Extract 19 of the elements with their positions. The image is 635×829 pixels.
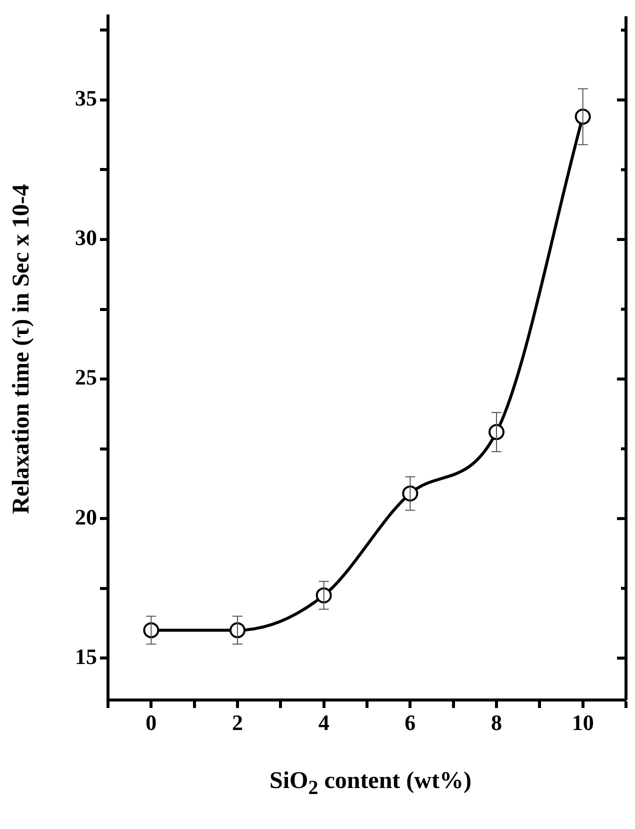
y-tick-label: 35 [75, 86, 97, 111]
y-tick-label: 30 [75, 225, 97, 250]
point [488, 424, 504, 440]
y-axis-title: Relaxation time (τ) in Sec x 10-4 [8, 184, 36, 514]
x-tick-label: 8 [491, 710, 502, 735]
x-tick-label: 10 [572, 710, 594, 735]
point [574, 108, 591, 125]
x-tick-label: 0 [146, 710, 157, 735]
y-tick-label: 25 [75, 364, 97, 390]
x-tick-label: 4 [318, 710, 330, 735]
x-axis-title: SiO$_{2}$ content (wt%) [268, 768, 472, 800]
x-tick-label: 2 [232, 710, 243, 735]
x-tick-label: 6 [404, 710, 416, 735]
point [316, 587, 332, 604]
point [402, 485, 418, 502]
point [143, 622, 160, 638]
point [230, 622, 246, 638]
y-tick-label: 15 [75, 644, 97, 669]
y-tick-label: 20 [75, 504, 97, 530]
